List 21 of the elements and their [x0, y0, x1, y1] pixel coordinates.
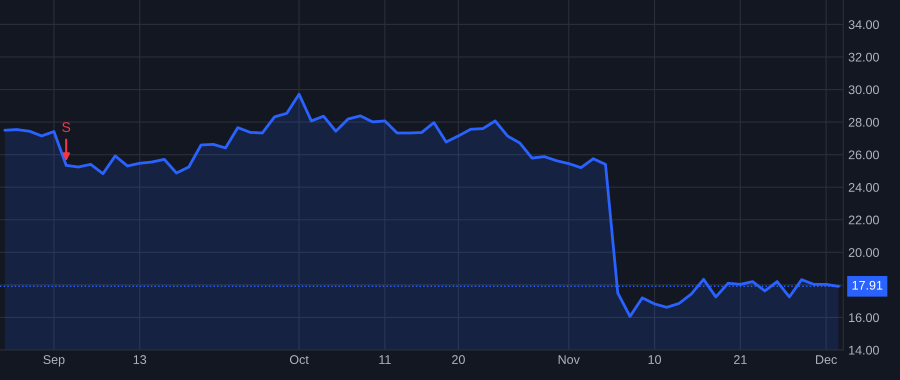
x-tick-label: 10 — [648, 355, 661, 364]
y-tick-label: 16.00 — [849, 313, 879, 322]
y-tick-label: 32.00 — [848, 52, 879, 62]
x-tick-label: 11 — [379, 355, 391, 364]
y-tick-label: 20.00 — [848, 248, 879, 257]
y-tick-label: 14.00 — [849, 346, 879, 355]
y-tick-label: 34.00 — [848, 20, 879, 30]
y-tick-label: 26.00 — [848, 150, 879, 160]
y-tick-label: 28.00 — [848, 118, 879, 127]
x-tick-label: 21 — [734, 355, 747, 364]
x-tick-label: Oct — [290, 355, 309, 364]
x-tick-label: 13 — [134, 355, 146, 364]
y-tick-label: 24.00 — [848, 183, 879, 192]
y-tick-label: 30.00 — [848, 85, 879, 94]
x-tick-label: Nov — [558, 355, 580, 364]
x-tick-label: Dec — [816, 355, 837, 364]
x-tick-label: Sep — [43, 355, 65, 366]
ref-line-label: 17.91 — [852, 280, 882, 290]
x-tick-label: 20 — [452, 355, 465, 364]
annotation: S — [62, 122, 70, 132]
y-tick-label: 22.00 — [848, 216, 879, 224]
